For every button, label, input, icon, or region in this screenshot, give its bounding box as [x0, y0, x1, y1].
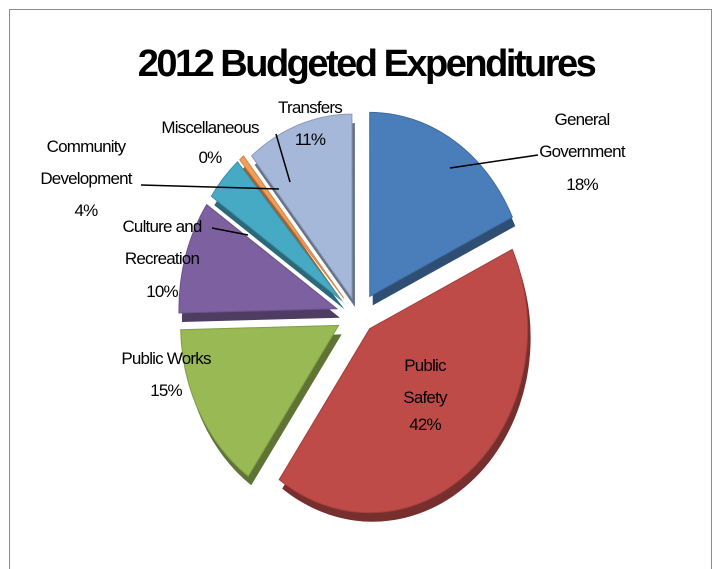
slice-percent-miscellaneous: 0% [199, 148, 223, 167]
leader-line-miscellaneous [275, 133, 291, 183]
slice-percent-public-works: 15% [150, 381, 182, 400]
slice-label-public-safety: Safety [403, 388, 448, 407]
slice-label-culture-and-recreation: Recreation [125, 249, 200, 268]
chart-title: 2012 Budgeted Expenditures [138, 43, 596, 85]
pie-slice-general-government [369, 111, 513, 298]
slice-label-public-safety: Public [404, 356, 447, 375]
leader-line-general-government [449, 154, 539, 169]
slice-label-community-development: Community [47, 137, 127, 156]
slice-label-general-government: General [555, 110, 610, 129]
slice-percent-culture-and-recreation: 10% [146, 282, 178, 301]
slice-label-miscellaneous: Miscellaneous [161, 118, 259, 137]
slice-label-general-government: Government [539, 142, 626, 161]
slice-label-public-works: Public Works [121, 349, 211, 368]
slice-label-culture-and-recreation: Culture and [122, 217, 201, 236]
slice-percent-public-safety: 42% [409, 415, 441, 434]
pie-slice-public-safety [278, 248, 529, 514]
slice-percent-transfers: 11% [295, 130, 326, 149]
slice-percent-community-development: 4% [75, 201, 99, 220]
pie-slice-community-development [210, 161, 342, 301]
slice-percent-general-government: 18% [566, 175, 598, 194]
leader-line-community-development [140, 184, 280, 190]
pie-slice-depth-miscellaneous [242, 165, 347, 308]
pie-slice-transfers [250, 113, 353, 300]
leader-line-culture-and-recreation [211, 227, 249, 236]
pie-slice-culture-and-recreation [178, 203, 339, 314]
slice-label-transfers: Transfers [278, 98, 342, 117]
slice-label-community-development: Development [40, 169, 132, 188]
pie-slice-public-works [180, 324, 340, 478]
pie-slice-miscellaneous [239, 155, 345, 299]
